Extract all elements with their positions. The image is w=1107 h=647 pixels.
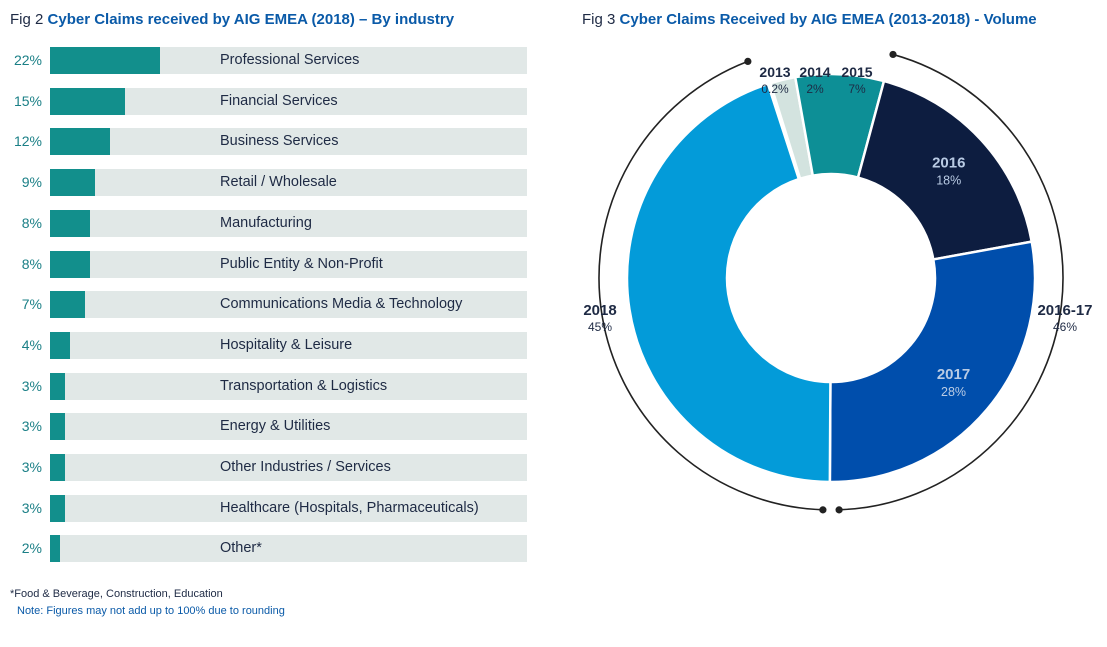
bar bbox=[50, 454, 65, 481]
bar-category-label: Manufacturing bbox=[220, 214, 312, 231]
donut-slice-2016 bbox=[856, 79, 1034, 261]
bar-track bbox=[50, 413, 527, 441]
bar-category-label: Public Entity & Non-Profit bbox=[220, 255, 383, 272]
slice-pct-label: 2% bbox=[806, 82, 824, 96]
bar-track bbox=[50, 169, 527, 197]
bar-track bbox=[50, 250, 527, 278]
bar bbox=[50, 494, 65, 522]
footnote-other: *Food & Beverage, Construction, Educatio… bbox=[10, 588, 223, 600]
bar-value-label: 8% bbox=[21, 255, 42, 272]
bar-row: 3% Healthcare (Hospitals, Pharmaceuticals… bbox=[8, 494, 528, 522]
bar-value-label: 7% bbox=[21, 296, 42, 313]
bar-track bbox=[50, 372, 527, 400]
bar bbox=[50, 169, 95, 197]
bar bbox=[50, 413, 65, 441]
bar-value-label: 3% bbox=[21, 377, 42, 394]
bracket-2016-17-end-dot bbox=[835, 506, 843, 514]
bar-track bbox=[50, 291, 527, 319]
fig2-title: Fig 2 Cyber Claims received by AIG EMEA … bbox=[10, 11, 454, 28]
bar bbox=[50, 250, 90, 278]
bar-row: 3% Transportation & Logistics bbox=[8, 372, 528, 400]
bar-row: 3% Other Industries / Services bbox=[8, 454, 528, 481]
bar-value-label: 15% bbox=[13, 92, 42, 109]
footnote-rounding-note: Note: Figures may not add up to 100% due… bbox=[17, 605, 285, 617]
slice-pct-label: 7% bbox=[848, 82, 866, 96]
bar-category-label: Business Services bbox=[220, 133, 339, 150]
bar-row: 7% Communications Media & Technology bbox=[8, 291, 528, 319]
bar-row: 4% Hospitality & Leisure bbox=[8, 331, 528, 359]
bar-category-label: Transportation & Logistics bbox=[220, 377, 388, 394]
bar-row: 22% Professional Services bbox=[8, 47, 528, 74]
bracket-pct-label: 45% bbox=[588, 320, 612, 334]
bar bbox=[50, 47, 160, 74]
bar bbox=[50, 291, 85, 319]
bar bbox=[50, 87, 125, 115]
bracket-2016-17-end-dot bbox=[889, 50, 897, 59]
bar-row: 8% Manufacturing bbox=[8, 209, 528, 237]
bar-category-label: Other Industries / Services bbox=[220, 459, 391, 475]
bracket-year-label: 2018 bbox=[583, 302, 616, 319]
bar bbox=[50, 128, 110, 156]
bar-row: 15% Financial Services bbox=[8, 87, 528, 115]
bar-value-label: 9% bbox=[21, 174, 42, 191]
bar-category-label: Other* bbox=[220, 540, 262, 557]
bracket-pct-label: 46% bbox=[1053, 320, 1077, 334]
slice-year-label: 2014 bbox=[799, 64, 830, 80]
bar-value-label: 3% bbox=[21, 499, 42, 516]
slice-pct-label: 0.2% bbox=[761, 82, 789, 96]
bar-track bbox=[50, 209, 527, 237]
bar-row: 12% Business Services bbox=[8, 128, 528, 156]
bracket-2016-17 bbox=[839, 53, 1064, 511]
bracket-2018-end-dot bbox=[744, 57, 752, 66]
slice-year-label: 2017 bbox=[937, 366, 970, 383]
fig3-heading: Cyber Claims Received by AIG EMEA (2013-… bbox=[619, 11, 1037, 28]
donut-slice-2018 bbox=[625, 82, 832, 484]
donut-slice-2017 bbox=[828, 240, 1037, 484]
bar-category-label: Communications Media & Technology bbox=[220, 296, 463, 313]
bracket-year-label: 2016-17 bbox=[1037, 302, 1092, 319]
bar-category-label: Retail / Wholesale bbox=[220, 174, 337, 191]
bar-track bbox=[50, 454, 527, 481]
volume-donut-chart: 2013 0.2% 2014 2% 2015 7% 2016 18% 2017 28% 201845… bbox=[583, 50, 1093, 514]
fig2-prefix: Fig 2 bbox=[10, 11, 44, 28]
slice-year-label: 2015 bbox=[841, 64, 872, 80]
bar-value-label: 8% bbox=[21, 214, 42, 231]
bar bbox=[50, 372, 65, 400]
bar-value-label: 4% bbox=[21, 336, 42, 353]
bar-category-label: Professional Services bbox=[220, 52, 360, 68]
slice-pct-label: 18% bbox=[936, 174, 961, 188]
slice-year-label: 2013 bbox=[759, 64, 790, 80]
bar-value-label: 22% bbox=[13, 52, 42, 68]
bar bbox=[50, 209, 90, 237]
bar-value-label: 3% bbox=[21, 418, 42, 435]
slice-year-label: 2016 bbox=[932, 155, 965, 172]
bar-row: 9% Retail / Wholesale bbox=[8, 169, 528, 197]
bar-category-label: Hospitality & Leisure bbox=[220, 336, 353, 353]
bar-track bbox=[50, 494, 527, 522]
bar-value-label: 2% bbox=[21, 540, 42, 557]
bracket-2018-end-dot bbox=[819, 506, 827, 514]
bar bbox=[50, 331, 70, 359]
bar-track bbox=[50, 535, 527, 563]
slice-pct-label: 28% bbox=[941, 385, 966, 399]
bar-row: 8% Public Entity & Non-Profit bbox=[8, 250, 528, 278]
bar-value-label: 3% bbox=[21, 459, 42, 475]
bar-row: 3% Energy & Utilities bbox=[8, 413, 528, 441]
bar-track bbox=[50, 87, 527, 115]
fig2-heading: Cyber Claims received by AIG EMEA (2018)… bbox=[47, 11, 455, 28]
fig3-title: Fig 3 Cyber Claims Received by AIG EMEA … bbox=[582, 11, 1037, 28]
bar-track bbox=[50, 128, 527, 156]
bar-category-label: Energy & Utilities bbox=[220, 418, 331, 435]
bar-category-label: Healthcare (Hospitals, Pharmaceuticals) bbox=[220, 499, 479, 516]
fig3-prefix: Fig 3 bbox=[582, 11, 616, 28]
bar-category-label: Financial Services bbox=[220, 92, 338, 109]
bar bbox=[50, 535, 60, 563]
bracket-2018 bbox=[598, 60, 823, 511]
bar-row: 2% Other* bbox=[8, 535, 528, 563]
bar-value-label: 12% bbox=[13, 133, 42, 150]
bar-track bbox=[50, 331, 527, 359]
